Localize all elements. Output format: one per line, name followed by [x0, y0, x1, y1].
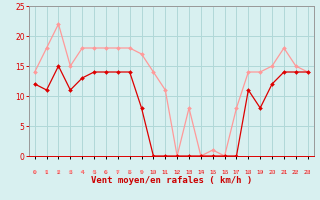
- X-axis label: Vent moyen/en rafales ( km/h ): Vent moyen/en rafales ( km/h ): [91, 176, 252, 185]
